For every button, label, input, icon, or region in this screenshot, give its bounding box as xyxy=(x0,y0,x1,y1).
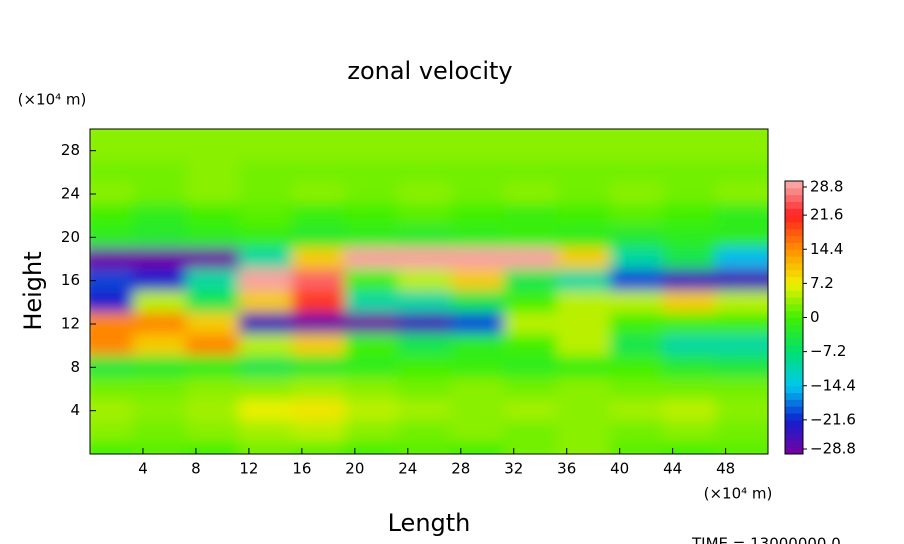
footer: TIME = 13000000.0 xyxy=(691,535,841,544)
x-tick-label: 20 xyxy=(345,460,364,478)
x-tick-label: 24 xyxy=(398,460,417,478)
plot-frame xyxy=(89,128,769,455)
colorbar-tick-label: −14.4 xyxy=(810,376,856,394)
colorbar-tick-label: 0 xyxy=(810,308,820,326)
colorbar-swatch xyxy=(785,215,803,223)
x-tick-label: 40 xyxy=(610,460,629,478)
x-unit: (×10⁴ m) xyxy=(704,485,773,503)
y-unit: (×10⁴ m) xyxy=(18,91,87,109)
x-tick-label: 44 xyxy=(663,460,682,478)
colorbar-swatch xyxy=(785,256,803,264)
colorbar-swatch xyxy=(785,433,803,441)
colorbar-tick-label: −7.2 xyxy=(810,342,846,360)
colorbar-tick-label: −21.6 xyxy=(810,410,856,428)
y-axis-label: Height xyxy=(19,251,47,330)
colorbar-swatch xyxy=(785,440,803,448)
colorbar-swatch xyxy=(785,385,803,394)
colorbar-swatch xyxy=(785,372,803,380)
chart-title: zonal velocity xyxy=(347,57,512,85)
colorbar-swatch xyxy=(785,262,803,271)
colorbar-swatch xyxy=(785,392,803,400)
colorbar-swatch xyxy=(785,201,803,209)
x-tick-label: 16 xyxy=(292,460,311,478)
colorbar-swatch xyxy=(785,331,803,339)
colorbar-swatch xyxy=(785,194,803,202)
colorbar-swatch xyxy=(785,378,803,387)
x-tick-label: 8 xyxy=(191,460,201,478)
colorbar-swatch xyxy=(785,276,803,284)
field xyxy=(90,129,768,454)
colorbar-swatch xyxy=(785,283,803,291)
colorbar-swatch xyxy=(785,413,803,421)
y-tick-label: 8 xyxy=(70,358,80,376)
x-tick-label: 36 xyxy=(557,460,576,478)
colorbar-swatch xyxy=(785,181,803,189)
y-tick-label: 16 xyxy=(61,271,80,289)
colorbar-swatch xyxy=(785,419,803,428)
colorbar-swatch xyxy=(785,187,803,196)
y-tick-label: 12 xyxy=(61,315,80,333)
colorbar-swatch xyxy=(785,344,803,353)
colorbar-tick-label: −28.8 xyxy=(810,440,856,458)
x-tick-label: 12 xyxy=(239,460,258,478)
colorbar-swatch xyxy=(785,242,803,250)
x-tick-label: 48 xyxy=(716,460,735,478)
y-tick-label: 4 xyxy=(70,401,80,419)
x-axis-label: Length xyxy=(388,509,471,537)
colorbar-swatch xyxy=(785,303,803,312)
colorbar-swatch xyxy=(785,290,803,298)
colorbar-swatch xyxy=(785,235,803,243)
colorbar-swatch xyxy=(785,208,803,216)
colorbar-tick-label: 21.6 xyxy=(810,206,843,224)
colorbar-swatch xyxy=(785,365,803,373)
colorbar-swatch xyxy=(785,317,803,325)
colorbar-swatch xyxy=(785,221,803,230)
colorbar-swatch xyxy=(785,337,803,346)
colorbar-swatch xyxy=(785,249,803,257)
colorbar-swatch xyxy=(785,269,803,278)
colorbar-swatch xyxy=(785,358,803,366)
x-tick-label: 4 xyxy=(138,460,148,478)
cell xyxy=(715,129,768,161)
y-tick-label: 20 xyxy=(61,228,80,246)
colorbar-swatch xyxy=(785,447,803,455)
colorbar-swatch xyxy=(785,426,803,435)
colorbar-swatch xyxy=(785,297,803,305)
colorbar-swatch xyxy=(785,406,803,414)
colorbar-tick-label: 28.8 xyxy=(810,178,843,196)
colorbar-swatch xyxy=(785,399,803,407)
colorbar-swatch xyxy=(785,310,803,318)
colorbar-tick-label: 7.2 xyxy=(810,274,834,292)
y-tick-label: 28 xyxy=(61,141,80,159)
colorbar-swatch xyxy=(785,228,803,237)
x-tick-label: 32 xyxy=(504,460,523,478)
colorbar-swatch xyxy=(785,324,803,332)
colorbar-tick-label: 14.4 xyxy=(810,240,843,258)
colorbar-swatch xyxy=(785,351,803,359)
y-tick-label: 24 xyxy=(61,185,80,203)
x-tick-label: 28 xyxy=(451,460,470,478)
